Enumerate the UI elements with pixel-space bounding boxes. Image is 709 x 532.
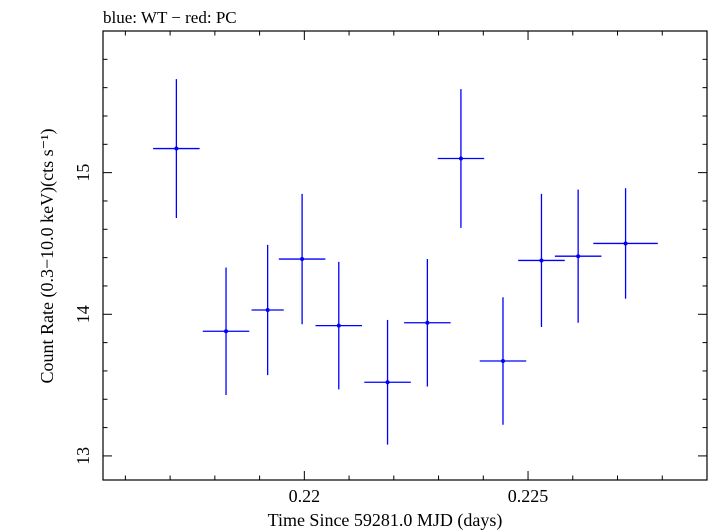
data-points bbox=[153, 79, 658, 445]
point-marker bbox=[300, 257, 305, 262]
data-point bbox=[518, 193, 565, 328]
chart-title: blue: WT − red: PC bbox=[103, 8, 237, 27]
data-point bbox=[315, 261, 363, 390]
point-marker bbox=[385, 380, 390, 385]
point-marker bbox=[174, 146, 179, 151]
point-marker bbox=[425, 320, 430, 325]
data-point bbox=[278, 193, 326, 325]
axis-ticks bbox=[103, 31, 707, 480]
data-point bbox=[554, 189, 602, 323]
point-marker bbox=[539, 258, 544, 263]
y-axis-label: Count Rate (0.3−10.0 keV)(cts s⁻¹) bbox=[37, 128, 58, 383]
data-point bbox=[153, 79, 200, 218]
plot-frame bbox=[102, 30, 708, 481]
y-tick-label: 13 bbox=[73, 447, 93, 465]
point-marker bbox=[265, 308, 270, 313]
data-point bbox=[479, 297, 527, 425]
x-tick-label: 0.22 bbox=[289, 486, 321, 506]
data-point bbox=[404, 259, 451, 387]
point-marker bbox=[458, 156, 463, 161]
x-axis-label: Time Since 59281.0 MJD (days) bbox=[268, 510, 503, 531]
y-tick-label: 14 bbox=[73, 305, 93, 323]
data-point bbox=[251, 244, 284, 376]
x-tick-label: 0.225 bbox=[508, 486, 549, 506]
data-point bbox=[364, 319, 411, 445]
point-marker bbox=[500, 359, 505, 364]
y-tick-label: 15 bbox=[73, 164, 93, 182]
data-point bbox=[437, 89, 485, 228]
data-point bbox=[593, 188, 658, 299]
data-point bbox=[202, 267, 250, 396]
point-marker bbox=[623, 241, 628, 246]
axis-tick-labels: 0.22 0.225 13 14 15 bbox=[73, 164, 548, 506]
point-marker bbox=[224, 329, 229, 334]
point-marker bbox=[336, 323, 341, 328]
point-marker bbox=[576, 254, 581, 259]
